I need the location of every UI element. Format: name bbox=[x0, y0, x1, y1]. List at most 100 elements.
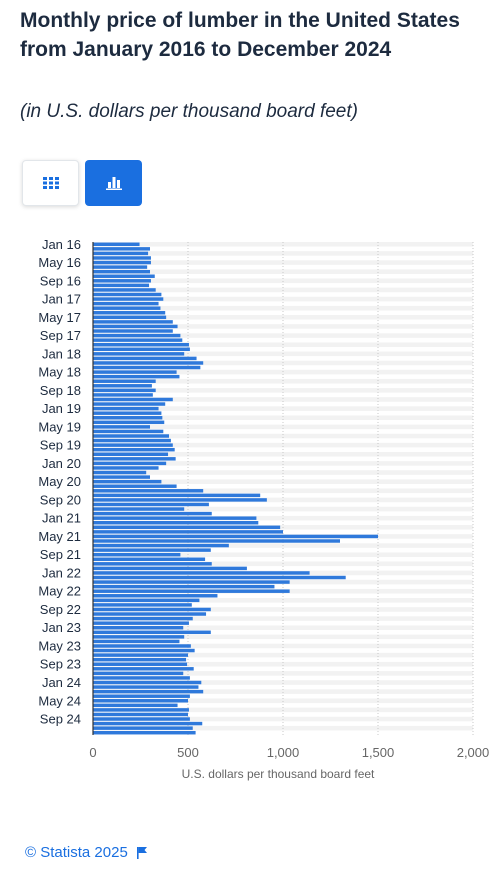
bar[interactable] bbox=[93, 498, 267, 502]
bar[interactable] bbox=[93, 269, 150, 274]
bar[interactable] bbox=[93, 584, 275, 589]
flag-icon[interactable] bbox=[136, 846, 148, 860]
bar[interactable] bbox=[93, 347, 190, 352]
bar[interactable] bbox=[93, 653, 188, 657]
bar[interactable] bbox=[93, 616, 193, 621]
bar[interactable] bbox=[93, 420, 165, 425]
bar[interactable] bbox=[93, 625, 184, 630]
bar[interactable] bbox=[93, 511, 212, 516]
bar[interactable] bbox=[93, 283, 150, 288]
table-view-button[interactable] bbox=[22, 160, 79, 206]
bar[interactable] bbox=[93, 539, 340, 543]
bar[interactable] bbox=[93, 694, 190, 698]
bar[interactable] bbox=[93, 717, 190, 721]
bar[interactable] bbox=[93, 466, 159, 470]
bar[interactable] bbox=[93, 589, 290, 593]
bar[interactable] bbox=[93, 639, 180, 644]
bar[interactable] bbox=[93, 521, 259, 525]
bar[interactable] bbox=[93, 443, 173, 447]
bar[interactable] bbox=[93, 516, 257, 520]
bar[interactable] bbox=[93, 324, 178, 329]
bar[interactable] bbox=[93, 379, 156, 383]
bar[interactable] bbox=[93, 365, 201, 370]
bar[interactable] bbox=[93, 374, 180, 379]
bar[interactable] bbox=[93, 730, 196, 735]
bar[interactable] bbox=[93, 657, 187, 662]
bar[interactable] bbox=[93, 571, 310, 575]
bar[interactable] bbox=[93, 502, 209, 507]
bar[interactable] bbox=[93, 288, 156, 292]
bar[interactable] bbox=[93, 630, 211, 635]
bar[interactable] bbox=[93, 265, 148, 269]
bar[interactable] bbox=[93, 311, 166, 315]
bar[interactable] bbox=[93, 470, 147, 475]
bar[interactable] bbox=[93, 411, 162, 415]
bar[interactable] bbox=[93, 680, 202, 685]
chart-view-button[interactable] bbox=[85, 160, 142, 206]
bar[interactable] bbox=[93, 356, 197, 361]
bar[interactable] bbox=[93, 461, 167, 466]
bar[interactable] bbox=[93, 712, 188, 717]
bar[interactable] bbox=[93, 557, 206, 561]
bar[interactable] bbox=[93, 562, 212, 566]
bar[interactable] bbox=[93, 721, 203, 726]
bar[interactable] bbox=[93, 612, 207, 616]
bar[interactable] bbox=[93, 525, 281, 530]
bar[interactable] bbox=[93, 457, 176, 461]
bar[interactable] bbox=[93, 708, 189, 712]
bar[interactable] bbox=[93, 676, 190, 680]
bar[interactable] bbox=[93, 507, 185, 511]
bar[interactable] bbox=[93, 475, 150, 479]
bar[interactable] bbox=[93, 406, 159, 411]
bar[interactable] bbox=[93, 256, 151, 260]
bar[interactable] bbox=[93, 534, 378, 539]
bar[interactable] bbox=[93, 438, 171, 443]
bar[interactable] bbox=[93, 447, 175, 452]
bar[interactable] bbox=[93, 667, 194, 671]
bar[interactable] bbox=[93, 662, 188, 666]
bar[interactable] bbox=[93, 342, 189, 347]
bar[interactable] bbox=[93, 352, 185, 356]
bar[interactable] bbox=[93, 361, 204, 365]
bar[interactable] bbox=[93, 621, 189, 625]
bar[interactable] bbox=[93, 292, 162, 297]
bar[interactable] bbox=[93, 338, 183, 342]
bar[interactable] bbox=[93, 274, 155, 278]
bar[interactable] bbox=[93, 242, 140, 247]
bar[interactable] bbox=[93, 530, 283, 534]
bar[interactable] bbox=[93, 685, 199, 689]
bar[interactable] bbox=[93, 329, 173, 333]
bar[interactable] bbox=[93, 434, 169, 438]
bar[interactable] bbox=[93, 452, 169, 456]
bar[interactable] bbox=[93, 247, 150, 251]
bar[interactable] bbox=[93, 388, 156, 393]
bar[interactable] bbox=[93, 306, 161, 310]
bar[interactable] bbox=[93, 384, 152, 388]
bar[interactable] bbox=[93, 297, 164, 301]
bar[interactable] bbox=[93, 402, 166, 406]
bar[interactable] bbox=[93, 566, 247, 571]
bar[interactable] bbox=[93, 543, 229, 548]
bar[interactable] bbox=[93, 635, 185, 639]
bar[interactable] bbox=[93, 598, 200, 603]
bar[interactable] bbox=[93, 644, 191, 648]
bar[interactable] bbox=[93, 251, 149, 256]
bar[interactable] bbox=[93, 552, 181, 557]
bar[interactable] bbox=[93, 301, 159, 306]
bar[interactable] bbox=[93, 320, 173, 324]
copyright-text[interactable]: © Statista 2025 bbox=[25, 844, 128, 861]
bar[interactable] bbox=[93, 493, 261, 498]
bar[interactable] bbox=[93, 416, 163, 420]
bar[interactable] bbox=[93, 689, 204, 694]
bar[interactable] bbox=[93, 393, 153, 397]
bar[interactable] bbox=[93, 370, 177, 374]
bar[interactable] bbox=[93, 333, 181, 338]
bar[interactable] bbox=[93, 726, 193, 730]
bar[interactable] bbox=[93, 315, 167, 320]
bar[interactable] bbox=[93, 671, 184, 676]
bar[interactable] bbox=[93, 397, 173, 402]
bar[interactable] bbox=[93, 703, 178, 708]
bar[interactable] bbox=[93, 607, 211, 612]
bar[interactable] bbox=[93, 279, 151, 283]
bar[interactable] bbox=[93, 479, 162, 484]
